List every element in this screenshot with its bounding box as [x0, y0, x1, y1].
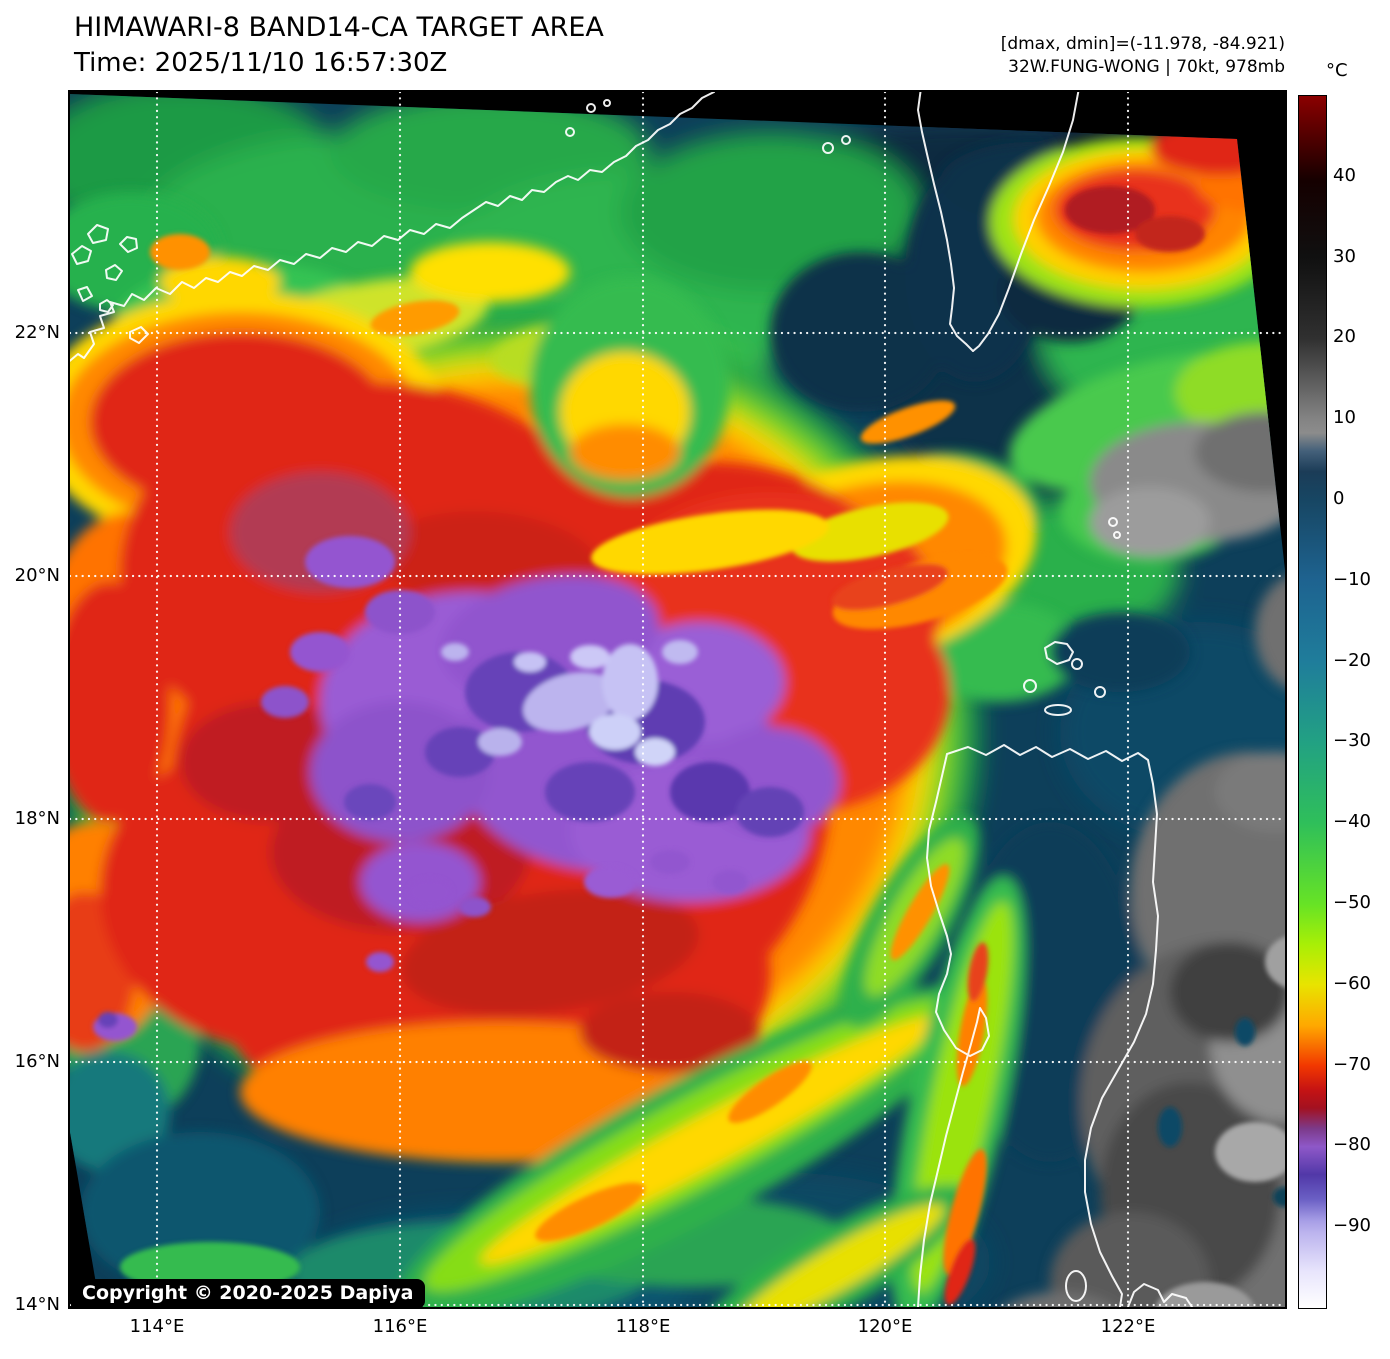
babuyan-islands — [1044, 641, 1074, 665]
storm-info-label: 32W.FUNG-WONG | 70kt, 978mb — [1008, 57, 1285, 77]
coastal-islands — [71, 224, 149, 344]
x-tick-label: 118°E — [615, 1316, 671, 1337]
x-tick-label: 122°E — [1100, 1316, 1156, 1337]
y-tick-label: 18°N — [14, 808, 60, 829]
coastlines — [70, 92, 1193, 1307]
colorbar-tick-label: 40 — [1333, 165, 1356, 186]
colorbar-tick-label: −60 — [1333, 973, 1371, 994]
ir-imagery — [70, 94, 1285, 1307]
luzon-north-east-coastline — [946, 744, 1159, 1307]
colorbar-tick-label: −40 — [1333, 811, 1371, 832]
y-tick-label: 22°N — [14, 322, 60, 343]
taiwan-east-coastline — [972, 92, 1080, 352]
dmax-dmin-label: [dmax, dmin]=(-11.978, -84.921) — [1000, 34, 1285, 54]
luzon-west-coastline — [917, 753, 990, 1307]
colorbar-tick-label: 0 — [1333, 488, 1345, 509]
header-right: [dmax, dmin]=(-11.978, -84.921) 32W.FUNG… — [685, 33, 1285, 79]
y-tick-label: 20°N — [14, 565, 60, 586]
colorbar-tick-label: −10 — [1333, 569, 1371, 590]
y-tick-label: 14°N — [14, 1294, 60, 1315]
colorbar-tick-label: 30 — [1333, 246, 1356, 267]
lamon-bay-coastline — [1127, 1283, 1193, 1307]
x-tick-label: 116°E — [372, 1316, 428, 1337]
colorbar-tick-label: −80 — [1333, 1134, 1371, 1155]
x-tick-label: 114°E — [129, 1316, 185, 1337]
taiwan-west-coastline — [917, 92, 974, 352]
time-label: Time: 2025/11/10 16:57:30Z — [74, 48, 448, 78]
satellite-image — [70, 92, 1285, 1307]
colorbar-tick-label: −20 — [1333, 650, 1371, 671]
x-tick-label: 120°E — [857, 1316, 913, 1337]
colorbar-tick-label: 10 — [1333, 407, 1356, 428]
colorbar-tick-label: −50 — [1333, 892, 1371, 913]
polillo-island — [1065, 1270, 1087, 1302]
copyright-badge: Copyright © 2020-2025 Dapiya — [70, 1279, 426, 1309]
colorbar-tick-label: −90 — [1333, 1215, 1371, 1236]
map-plot-area — [68, 90, 1287, 1309]
colorbar-tick-label: −70 — [1333, 1054, 1371, 1075]
colorbar-unit-label: °C — [1326, 60, 1348, 81]
colorbar-tick-label: −30 — [1333, 730, 1371, 751]
colorbar-tick-label: 20 — [1333, 326, 1356, 347]
page-title: HIMAWARI-8 BAND14-CA TARGET AREA — [74, 12, 604, 43]
colorbar — [1298, 95, 1327, 1309]
south-china-coastline — [70, 92, 715, 362]
y-tick-label: 16°N — [14, 1051, 60, 1072]
